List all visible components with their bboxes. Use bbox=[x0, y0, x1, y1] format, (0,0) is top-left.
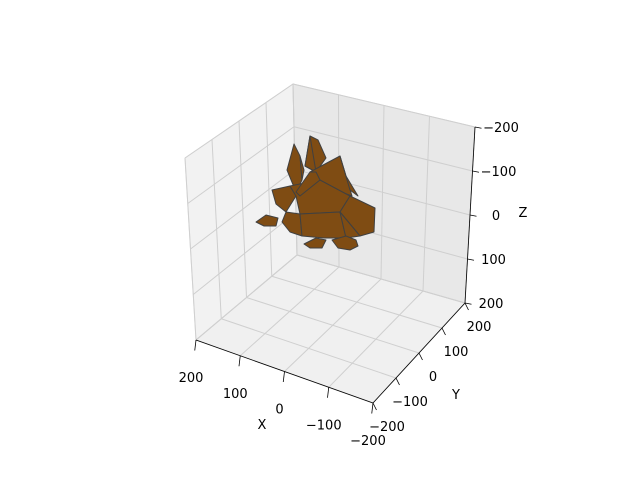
y-tick-label-mark bbox=[372, 402, 377, 411]
mesh-face bbox=[339, 211, 361, 239]
y-ticks: 200 100 0−100 −200 bbox=[369, 302, 492, 435]
mesh-face bbox=[304, 135, 317, 173]
grid-line bbox=[187, 126, 295, 204]
z-tick-label-mark bbox=[467, 258, 475, 261]
z-tick-label: −100 bbox=[481, 165, 517, 180]
y-tick-label: −200 bbox=[369, 420, 405, 435]
z-tick-label-mark bbox=[464, 302, 472, 305]
mesh-face bbox=[255, 214, 279, 227]
grid-line bbox=[271, 275, 443, 329]
grid-line bbox=[296, 254, 466, 304]
grid-line bbox=[293, 126, 473, 172]
mesh-face bbox=[339, 195, 376, 237]
y-tick-label: 100 bbox=[444, 345, 469, 360]
mesh-face bbox=[339, 155, 359, 197]
z-tick-label: 0 bbox=[492, 209, 500, 224]
x-tick-label: 0 bbox=[275, 403, 283, 418]
grid-line bbox=[190, 169, 296, 250]
mesh-face bbox=[299, 211, 347, 239]
grid-line bbox=[184, 83, 294, 159]
y-tick-label-mark bbox=[441, 327, 446, 336]
grid-line bbox=[246, 297, 420, 354]
x-tick-label-mark bbox=[238, 355, 241, 367]
mesh-face bbox=[281, 211, 303, 237]
mesh-face bbox=[303, 237, 327, 249]
y-tick-label-mark bbox=[464, 302, 469, 311]
mesh-face bbox=[271, 185, 297, 213]
y-tick-label: 200 bbox=[467, 320, 492, 335]
z-tick-label-mark bbox=[474, 126, 482, 129]
y-tick-label: 0 bbox=[429, 370, 437, 385]
x-axis-label: X bbox=[258, 418, 267, 433]
z-tick-label-mark bbox=[472, 170, 480, 173]
x-tick-label: −200 bbox=[350, 434, 386, 449]
z-tick-label: −200 bbox=[483, 121, 519, 136]
x-tick-label: −100 bbox=[306, 418, 342, 433]
x-tick-label-mark bbox=[327, 387, 330, 398]
mesh-surface bbox=[255, 135, 376, 251]
mesh-face bbox=[295, 171, 321, 197]
z-tick-label: 100 bbox=[481, 253, 506, 268]
grid-line bbox=[292, 83, 476, 128]
mesh-face bbox=[299, 155, 305, 181]
mesh-face bbox=[331, 235, 359, 251]
z-ticks: −200 −100 0 100 200 bbox=[464, 121, 519, 312]
x-tick-label-mark bbox=[282, 371, 285, 383]
grid-line bbox=[422, 116, 430, 292]
z-tick-label: 200 bbox=[479, 297, 504, 312]
y-axis-label: Y bbox=[451, 388, 460, 403]
y-tick-label: −100 bbox=[392, 395, 428, 410]
z-tick-label-mark bbox=[469, 214, 477, 217]
y-tick-label-mark bbox=[395, 377, 400, 386]
x-ticks: 200 100 0 −100 −200 bbox=[179, 339, 386, 449]
grid-line bbox=[265, 102, 273, 277]
x-tick-label: 200 bbox=[179, 371, 204, 386]
y-tick-label-mark bbox=[418, 352, 423, 361]
z-axis-label: Z bbox=[519, 206, 528, 221]
x-tick-label-mark bbox=[194, 339, 197, 351]
grid-line bbox=[328, 290, 424, 388]
x-tick-label-mark bbox=[371, 402, 374, 414]
x-tick-label: 100 bbox=[223, 387, 248, 402]
